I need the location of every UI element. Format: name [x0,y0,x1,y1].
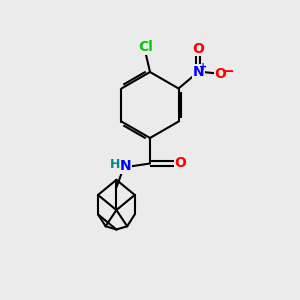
Text: +: + [199,62,207,73]
Text: O: O [192,42,204,56]
Text: N: N [120,160,131,173]
Text: N: N [192,65,204,79]
Text: −: − [222,64,235,80]
Text: Cl: Cl [138,40,153,54]
Text: O: O [214,67,226,80]
Text: O: O [175,157,187,170]
Text: H: H [110,158,120,172]
